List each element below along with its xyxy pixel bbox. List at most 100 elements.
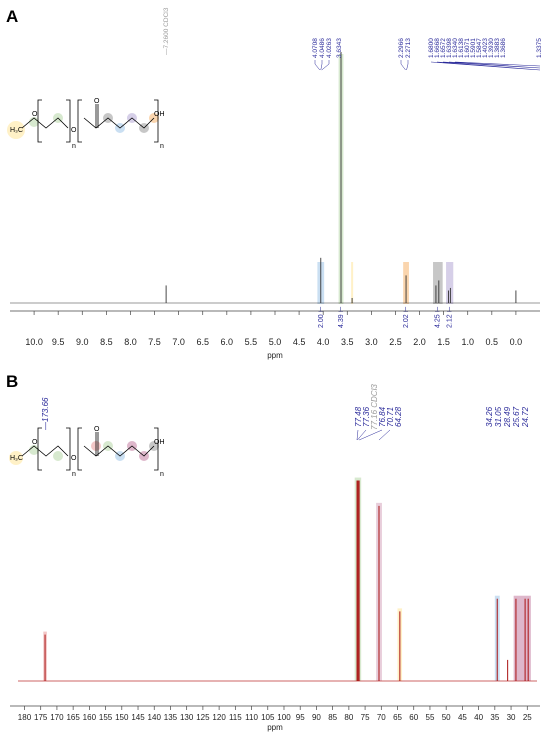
x-tick-label: 145 [131,713,145,722]
x-tick-label: 115 [229,713,242,722]
x-tick-label: 125 [196,713,210,722]
panel-a-integrals: 2.00 ⊢ 4.39 ⊢ 2.02 ⊢ 4.25 ⊢ 2.12 ⊢ [318,306,454,328]
x-tick-label: 105 [261,713,275,722]
x-tick-label: 0.0 [510,337,523,347]
x-tick-label: 6.5 [196,337,209,347]
x-tick-label: 65 [393,713,402,722]
x-tick-label: 9.0 [76,337,89,347]
label-connector [320,60,323,71]
peak-label: 3.6343 [336,38,343,58]
x-tick-label: 8.5 [100,337,113,347]
repeat-bracket [77,427,82,471]
oxygen-label: O [32,111,38,118]
repeat-bracket [154,99,159,143]
panel-b-xlabel: ppm [267,723,283,732]
peg-chain [21,445,69,457]
solvent-label: 77.16 CDCl3 [370,384,379,430]
x-tick-label: 9.5 [52,337,65,347]
x-tick-label: 80 [344,713,353,722]
peak-label: 25.67 [512,406,521,428]
peak-label: 1.5901 [470,38,477,58]
x-tick-label: 8.0 [124,337,137,347]
repeat-bracket [37,99,42,143]
x-tick-label: 4.0 [317,337,330,347]
x-tick-label: 180 [18,713,32,722]
panel-b-structure: H₃C O O O OH n n [9,426,165,478]
peak-label: 4.0263 [326,38,333,58]
panel-a-spectrum [10,52,540,304]
oxygen-label: O [71,455,77,462]
repeat-bracket [37,427,42,471]
panel-b-highlights [43,477,531,681]
x-tick-label: 2.5 [389,337,402,347]
integral-value: 2.12 ⊢ [446,306,453,328]
panel-b-spectrum [18,480,537,682]
atom-highlight [7,121,25,139]
peak-label: 1.5847 [476,38,483,58]
x-tick-label: 30 [507,713,516,722]
x-tick-label: 160 [83,713,97,722]
peak-label: 2.2713 [405,38,412,58]
peak-label: 34.26 [485,406,494,427]
x-tick-label: 7.0 [172,337,185,347]
peak-label: 1.6800 [428,38,435,58]
x-tick-label: 130 [180,713,194,722]
x-tick-label: 0.5 [486,337,499,347]
integral-value: 4.39 ⊢ [338,306,345,328]
x-tick-label: 5.0 [269,337,282,347]
oxygen-label: O [94,426,100,433]
panel-a-ticks: 10.0 9.5 9.0 8.5 8.0 7.5 7.0 6.5 6.0 5.5 5.0 4.5 4.0… [25,311,522,347]
panel-a-label: A [6,7,18,26]
panel-b-peak-labels: —173.66 77.48 77.36 77.16 CDCl3 76.84 70.71 64… [41,384,530,441]
panel-a-peak-labels: —7.2600 CDCl3 4.0708 4.0486 4.0263 3.6343 2.2… [163,7,543,71]
panel-b: B H₃C O O O OH n n —173.66 77.48 77.36 77.16 CDCl… [6,372,540,732]
peak-label: 1.3883 [494,38,501,58]
x-tick-label: 140 [148,713,162,722]
peak-label: 2.2966 [398,38,405,58]
peak-label: 1.6572 [440,38,447,58]
atom-highlight [29,445,39,455]
peak-label: —173.66 [41,397,50,431]
x-tick-label: 3.5 [341,337,354,347]
peak-label: 64.28 [394,406,403,427]
x-tick-label: 5.5 [245,337,258,347]
highlight-band [446,262,454,304]
x-tick-label: 170 [50,713,64,722]
x-tick-label: 175 [34,713,48,722]
solvent-label: —7.2600 CDCl3 [163,7,170,55]
x-tick-label: 90 [312,713,321,722]
peak-label: 1.3930 [488,38,495,58]
x-tick-label: 3.0 [365,337,378,347]
peak-label: 24.72 [521,406,530,428]
peak-label: 28.49 [503,406,512,428]
repeat-bracket [66,427,71,471]
atom-highlight [53,451,63,461]
repeat-n: n [160,143,164,150]
oxygen-label: O [71,127,77,134]
x-tick-label: 165 [66,713,80,722]
x-tick-label: 70 [377,713,386,722]
x-tick-label: 1.5 [437,337,450,347]
peak-label: 76.84 [378,406,387,427]
oxygen-label: O [32,439,38,446]
x-tick-label: 35 [490,713,499,722]
peak-label: 77.36 [362,406,371,427]
x-tick-label: 60 [409,713,418,722]
x-tick-label: 155 [99,713,113,722]
x-tick-label: 10.0 [25,337,43,347]
ch3-label: H₃C [10,127,23,134]
integral-value: 2.00 ⊢ [318,306,325,328]
atom-highlight [9,451,23,465]
oxygen-label: O [94,98,100,105]
highlight-band [433,262,443,304]
label-connector [430,61,541,71]
highlight-band [513,595,531,681]
peak-label: 77.48 [354,406,363,427]
peak-label: 70.71 [386,407,395,427]
panel-a-structure: H₃C O O O OH n n [7,98,165,150]
x-tick-label: 4.5 [293,337,306,347]
peak-label: 1.3375 [536,38,543,58]
repeat-n: n [160,471,164,478]
x-tick-label: 2.0 [413,337,426,347]
